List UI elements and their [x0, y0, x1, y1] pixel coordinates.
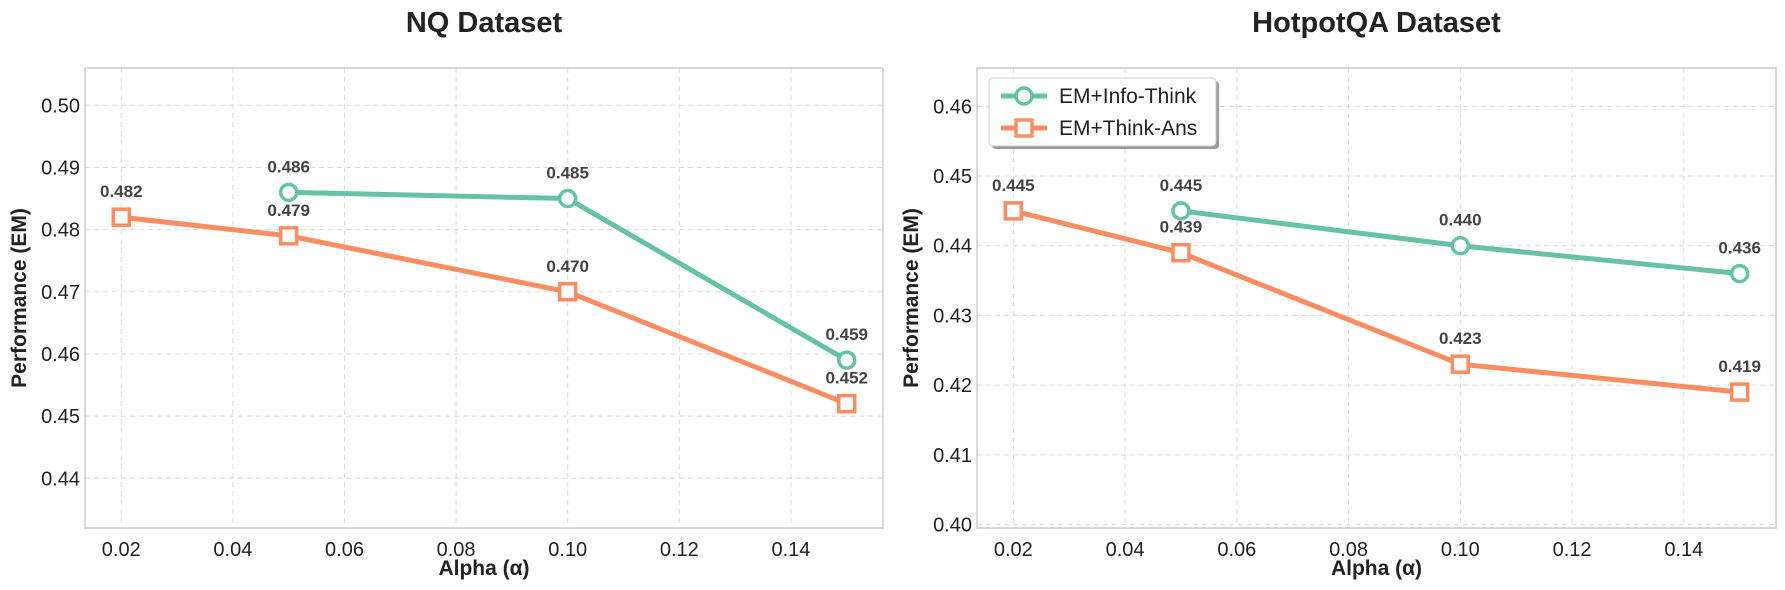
data-label: 0.445 [1160, 176, 1203, 195]
series-line [118, 214, 850, 407]
plot-frame [84, 67, 884, 529]
chart-title: NQ Dataset [406, 7, 563, 39]
data-label: 0.419 [1718, 357, 1761, 376]
x-tick-label: 0.04 [213, 539, 252, 561]
data-point-marker [836, 393, 857, 414]
data-point-marker [278, 226, 299, 246]
data-label: 0.470 [546, 257, 589, 276]
x-tick-label: 0.02 [102, 539, 141, 561]
legend-marker [1014, 86, 1034, 106]
data-label: 0.479 [267, 201, 310, 220]
y-tick-label: 0.42 [933, 375, 972, 397]
data-point-marker [1171, 201, 1191, 221]
data-point-marker [1729, 263, 1750, 284]
x-tick-label: 0.02 [994, 539, 1033, 561]
y-tick-label: 0.46 [933, 96, 972, 118]
data-label: 0.459 [825, 325, 868, 344]
x-tick-label: 0.14 [1664, 539, 1703, 561]
chart-title: HotpotQA Dataset [1252, 7, 1501, 39]
data-point-marker [557, 282, 578, 302]
y-axis-label: Performance (EM) [900, 208, 923, 388]
data-label: 0.440 [1439, 211, 1482, 230]
legend: EM+Info-Think EM+Think-Ans [988, 77, 1219, 149]
x-tick-label: 0.12 [660, 539, 699, 561]
data-point-marker [557, 188, 578, 209]
y-tick-label: 0.43 [933, 305, 972, 327]
data-point-marker [278, 182, 299, 203]
data-point-marker [1450, 354, 1471, 374]
nq-chart: 0.02 0.04 0.06 0.08 0.10 0.12 0.14 0.44 0.45 0.46… [8, 7, 884, 580]
data-point-marker [1171, 242, 1191, 263]
y-tick-label: 0.44 [41, 468, 80, 490]
data-point-marker [111, 207, 132, 227]
series-line [1010, 208, 1743, 395]
y-tick-label: 0.50 [41, 95, 80, 117]
y-tick-label: 0.46 [41, 344, 80, 366]
data-point-marker [1729, 382, 1750, 402]
data-label: 0.436 [1718, 239, 1761, 258]
y-tick-label: 0.47 [41, 282, 80, 304]
data-label: 0.485 [546, 164, 589, 183]
data-label: 0.452 [825, 369, 868, 388]
x-tick-label: 0.08 [1329, 539, 1368, 561]
y-tick-label: 0.44 [933, 236, 972, 258]
x-tick-label: 0.10 [548, 539, 587, 561]
data-point-marker [836, 350, 857, 370]
data-point-marker [1003, 201, 1024, 221]
x-tick-label: 0.10 [1441, 539, 1480, 561]
x-tick-label: 0.06 [325, 539, 364, 561]
data-label: 0.486 [267, 157, 310, 176]
plot-frame [976, 67, 1777, 529]
y-tick-label: 0.48 [41, 220, 80, 242]
x-axis-label: Alpha (α) [1331, 557, 1422, 580]
legend-label: EM+Info-Think [1059, 85, 1197, 108]
x-axis-label: Alpha (α) [438, 557, 529, 580]
y-tick-label: 0.45 [41, 406, 80, 428]
data-label: 0.439 [1160, 218, 1203, 237]
x-tick-label: 0.04 [1106, 539, 1145, 561]
y-tick-label: 0.40 [933, 515, 972, 537]
x-tick-label: 0.08 [437, 539, 476, 561]
legend-marker [1014, 118, 1034, 138]
hotpotqa-chart: 0.02 0.04 0.06 0.08 0.10 0.12 0.14 0.40 0.41 0.42… [900, 7, 1777, 580]
x-tick-label: 0.06 [1217, 539, 1256, 561]
y-tick-label: 0.41 [933, 445, 972, 467]
x-tick-label: 0.14 [771, 539, 810, 561]
data-point-marker [1450, 235, 1471, 256]
legend-label: EM+Think-Ans [1059, 117, 1197, 140]
data-label: 0.445 [992, 176, 1035, 195]
data-label: 0.482 [100, 182, 143, 201]
data-label: 0.423 [1439, 329, 1482, 348]
x-tick-label: 0.12 [1553, 539, 1592, 561]
y-tick-label: 0.45 [933, 166, 972, 188]
y-tick-label: 0.49 [41, 157, 80, 179]
y-axis-label: Performance (EM) [8, 208, 31, 388]
